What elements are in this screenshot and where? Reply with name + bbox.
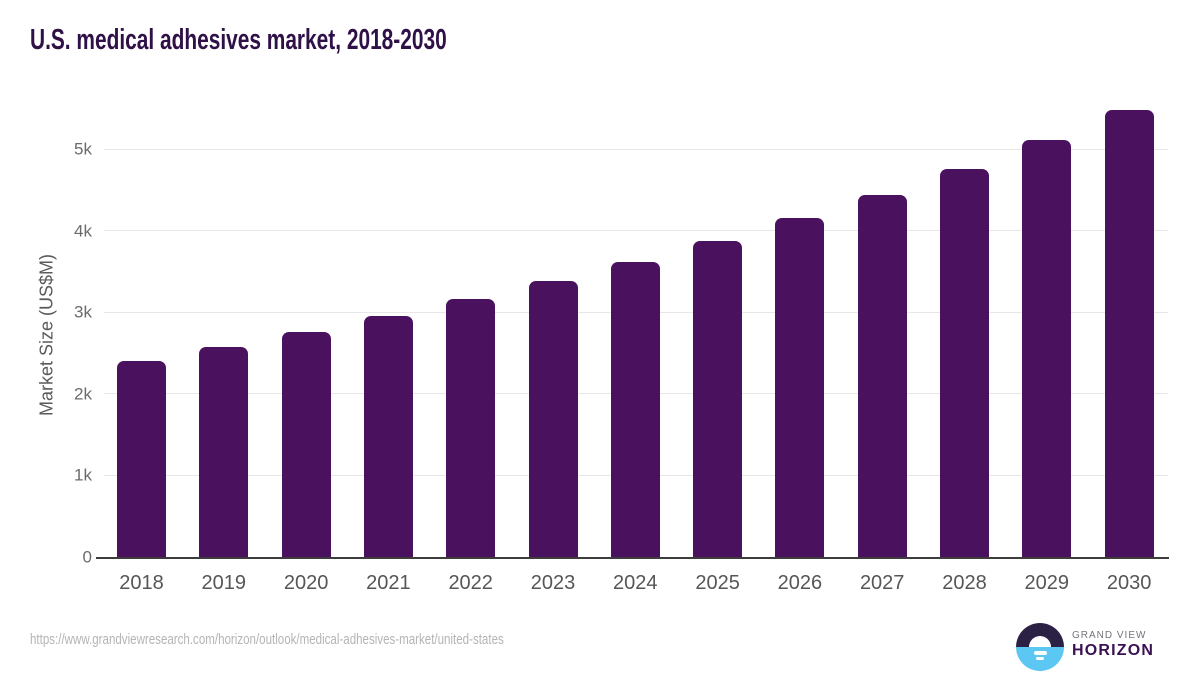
y-tick-label: 1k — [74, 465, 92, 485]
x-tick-label: 2030 — [1106, 572, 1152, 594]
x-tick-label: 2029 — [1024, 572, 1070, 594]
bar-2024[interactable] — [610, 262, 660, 557]
y-tick-label: 5k — [74, 139, 92, 159]
chart-title: U.S. medical adhesives market, 2018-2030 — [30, 24, 447, 56]
x-tick-label: 2024 — [613, 572, 658, 594]
y-tick-label: 4k — [74, 221, 92, 241]
brand-logo: GRAND VIEW HORIZON — [1016, 623, 1176, 671]
bar-2020[interactable] — [281, 331, 331, 557]
x-tick-label: 2021 — [366, 572, 411, 594]
bar-2022[interactable] — [446, 299, 496, 557]
gridline — [104, 148, 1168, 150]
x-tick-label: 2026 — [777, 572, 823, 594]
logo-product-name: HORIZON — [1072, 642, 1155, 659]
x-tick-label: 2023 — [530, 572, 576, 594]
y-tick-label: 2k — [74, 384, 92, 404]
x-tick-label: 2022 — [448, 572, 493, 594]
x-tick-label: 2027 — [859, 572, 905, 594]
logo-reflection-line — [1036, 657, 1044, 660]
x-tick-label: 2018 — [119, 572, 164, 594]
x-tick-label: 2020 — [283, 572, 329, 594]
bar-2030[interactable] — [1104, 109, 1154, 557]
logo-reflection-line — [1033, 651, 1047, 655]
bar-2028[interactable] — [940, 168, 989, 557]
x-axis-line — [96, 557, 1169, 559]
x-tick-label: 2019 — [201, 572, 247, 594]
gridline — [104, 230, 1168, 232]
y-tick-label: 3k — [74, 302, 92, 322]
logo-brand-name: GRAND VIEW — [1072, 630, 1147, 641]
logo-sun-icon — [1029, 636, 1051, 647]
bar-2027[interactable] — [857, 194, 907, 557]
bar-2026[interactable] — [775, 218, 825, 557]
bar-2029[interactable] — [1022, 140, 1072, 557]
bar-2025[interactable] — [693, 241, 743, 557]
bar-2019[interactable] — [199, 347, 249, 557]
bar-2018[interactable] — [117, 361, 166, 557]
source-url: https://www.grandviewresearch.com/horizo… — [30, 631, 504, 648]
bar-2021[interactable] — [363, 316, 413, 557]
bar-2023[interactable] — [528, 281, 578, 557]
y-tick-label: 0 — [82, 547, 92, 567]
x-tick-label: 2028 — [942, 572, 987, 594]
grandview-horizon-logo-icon — [1016, 623, 1064, 671]
x-tick-label: 2025 — [695, 572, 740, 594]
